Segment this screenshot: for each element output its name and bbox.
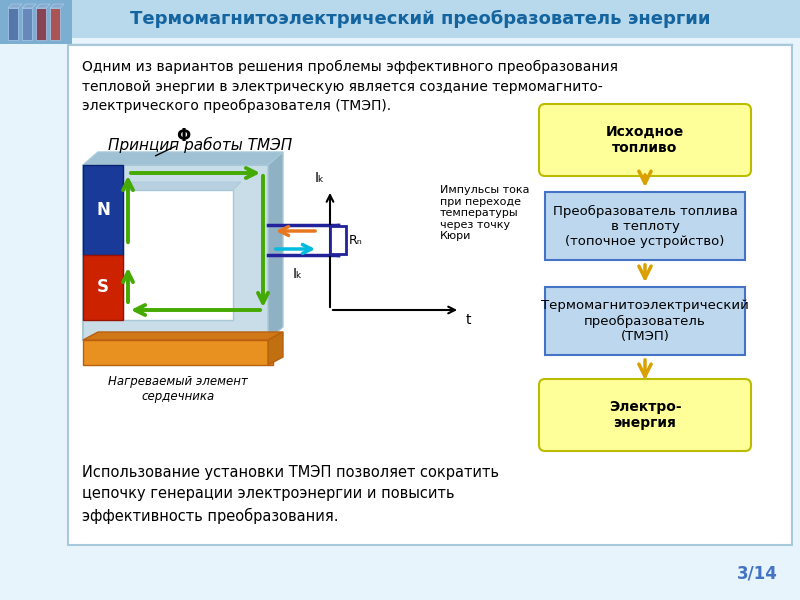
Polygon shape: [50, 8, 60, 40]
Text: 3/14: 3/14: [737, 564, 778, 582]
Bar: [545, 192, 745, 260]
Polygon shape: [36, 4, 50, 8]
Bar: [0, 0, 800, 38]
Text: Iₖ: Iₖ: [315, 171, 325, 185]
Bar: [83, 165, 123, 255]
Polygon shape: [83, 332, 283, 340]
FancyBboxPatch shape: [83, 340, 273, 365]
Polygon shape: [123, 182, 241, 190]
Bar: [68, 45, 792, 545]
Polygon shape: [8, 4, 22, 8]
Text: Принцип работы ТМЭП: Принцип работы ТМЭП: [108, 137, 292, 153]
Bar: [83, 255, 123, 320]
Bar: [0, 0, 72, 44]
Text: Термомагнитоэлектрический
преобразователь
(ТМЭП): Термомагнитоэлектрический преобразовател…: [541, 299, 749, 343]
Bar: [330, 226, 346, 254]
Text: Iₖ: Iₖ: [293, 267, 303, 281]
Text: Исходное
топливо: Исходное топливо: [606, 125, 684, 155]
Text: Термомагнитоэлектрический преобразователь энергии: Термомагнитоэлектрический преобразовател…: [130, 10, 710, 28]
Bar: [545, 287, 745, 355]
Polygon shape: [22, 8, 32, 40]
Text: Электро-
энергия: Электро- энергия: [609, 400, 682, 430]
Text: Нагреваемый элемент
сердечника: Нагреваемый элемент сердечника: [108, 375, 248, 403]
Text: Преобразователь топлива
в теплоту
(топочное устройство): Преобразователь топлива в теплоту (топоч…: [553, 205, 738, 248]
Polygon shape: [22, 4, 36, 8]
Polygon shape: [268, 152, 283, 340]
Bar: [123, 190, 233, 320]
Polygon shape: [36, 8, 46, 40]
FancyBboxPatch shape: [539, 104, 751, 176]
Text: Φ: Φ: [176, 127, 190, 145]
Text: t: t: [466, 313, 471, 327]
Polygon shape: [8, 8, 18, 40]
Text: Rₙ: Rₙ: [349, 233, 362, 247]
FancyBboxPatch shape: [83, 165, 273, 340]
FancyBboxPatch shape: [539, 379, 751, 451]
Text: Использование установки ТМЭП позволяет сократить
цепочку генерации электроэнерги: Использование установки ТМЭП позволяет с…: [82, 465, 499, 524]
Text: S: S: [97, 278, 109, 296]
Text: Импульсы тока
при переходе
температуры
через точку
Кюри: Импульсы тока при переходе температуры ч…: [440, 185, 530, 241]
Text: Цикл преобразования: Цикл преобразования: [551, 137, 729, 153]
Polygon shape: [83, 152, 283, 165]
Text: Одним из вариантов решения проблемы эффективного преобразования
тепловой энергии: Одним из вариантов решения проблемы эффе…: [82, 60, 618, 113]
Text: N: N: [96, 201, 110, 219]
Polygon shape: [268, 332, 283, 365]
Polygon shape: [50, 4, 64, 8]
